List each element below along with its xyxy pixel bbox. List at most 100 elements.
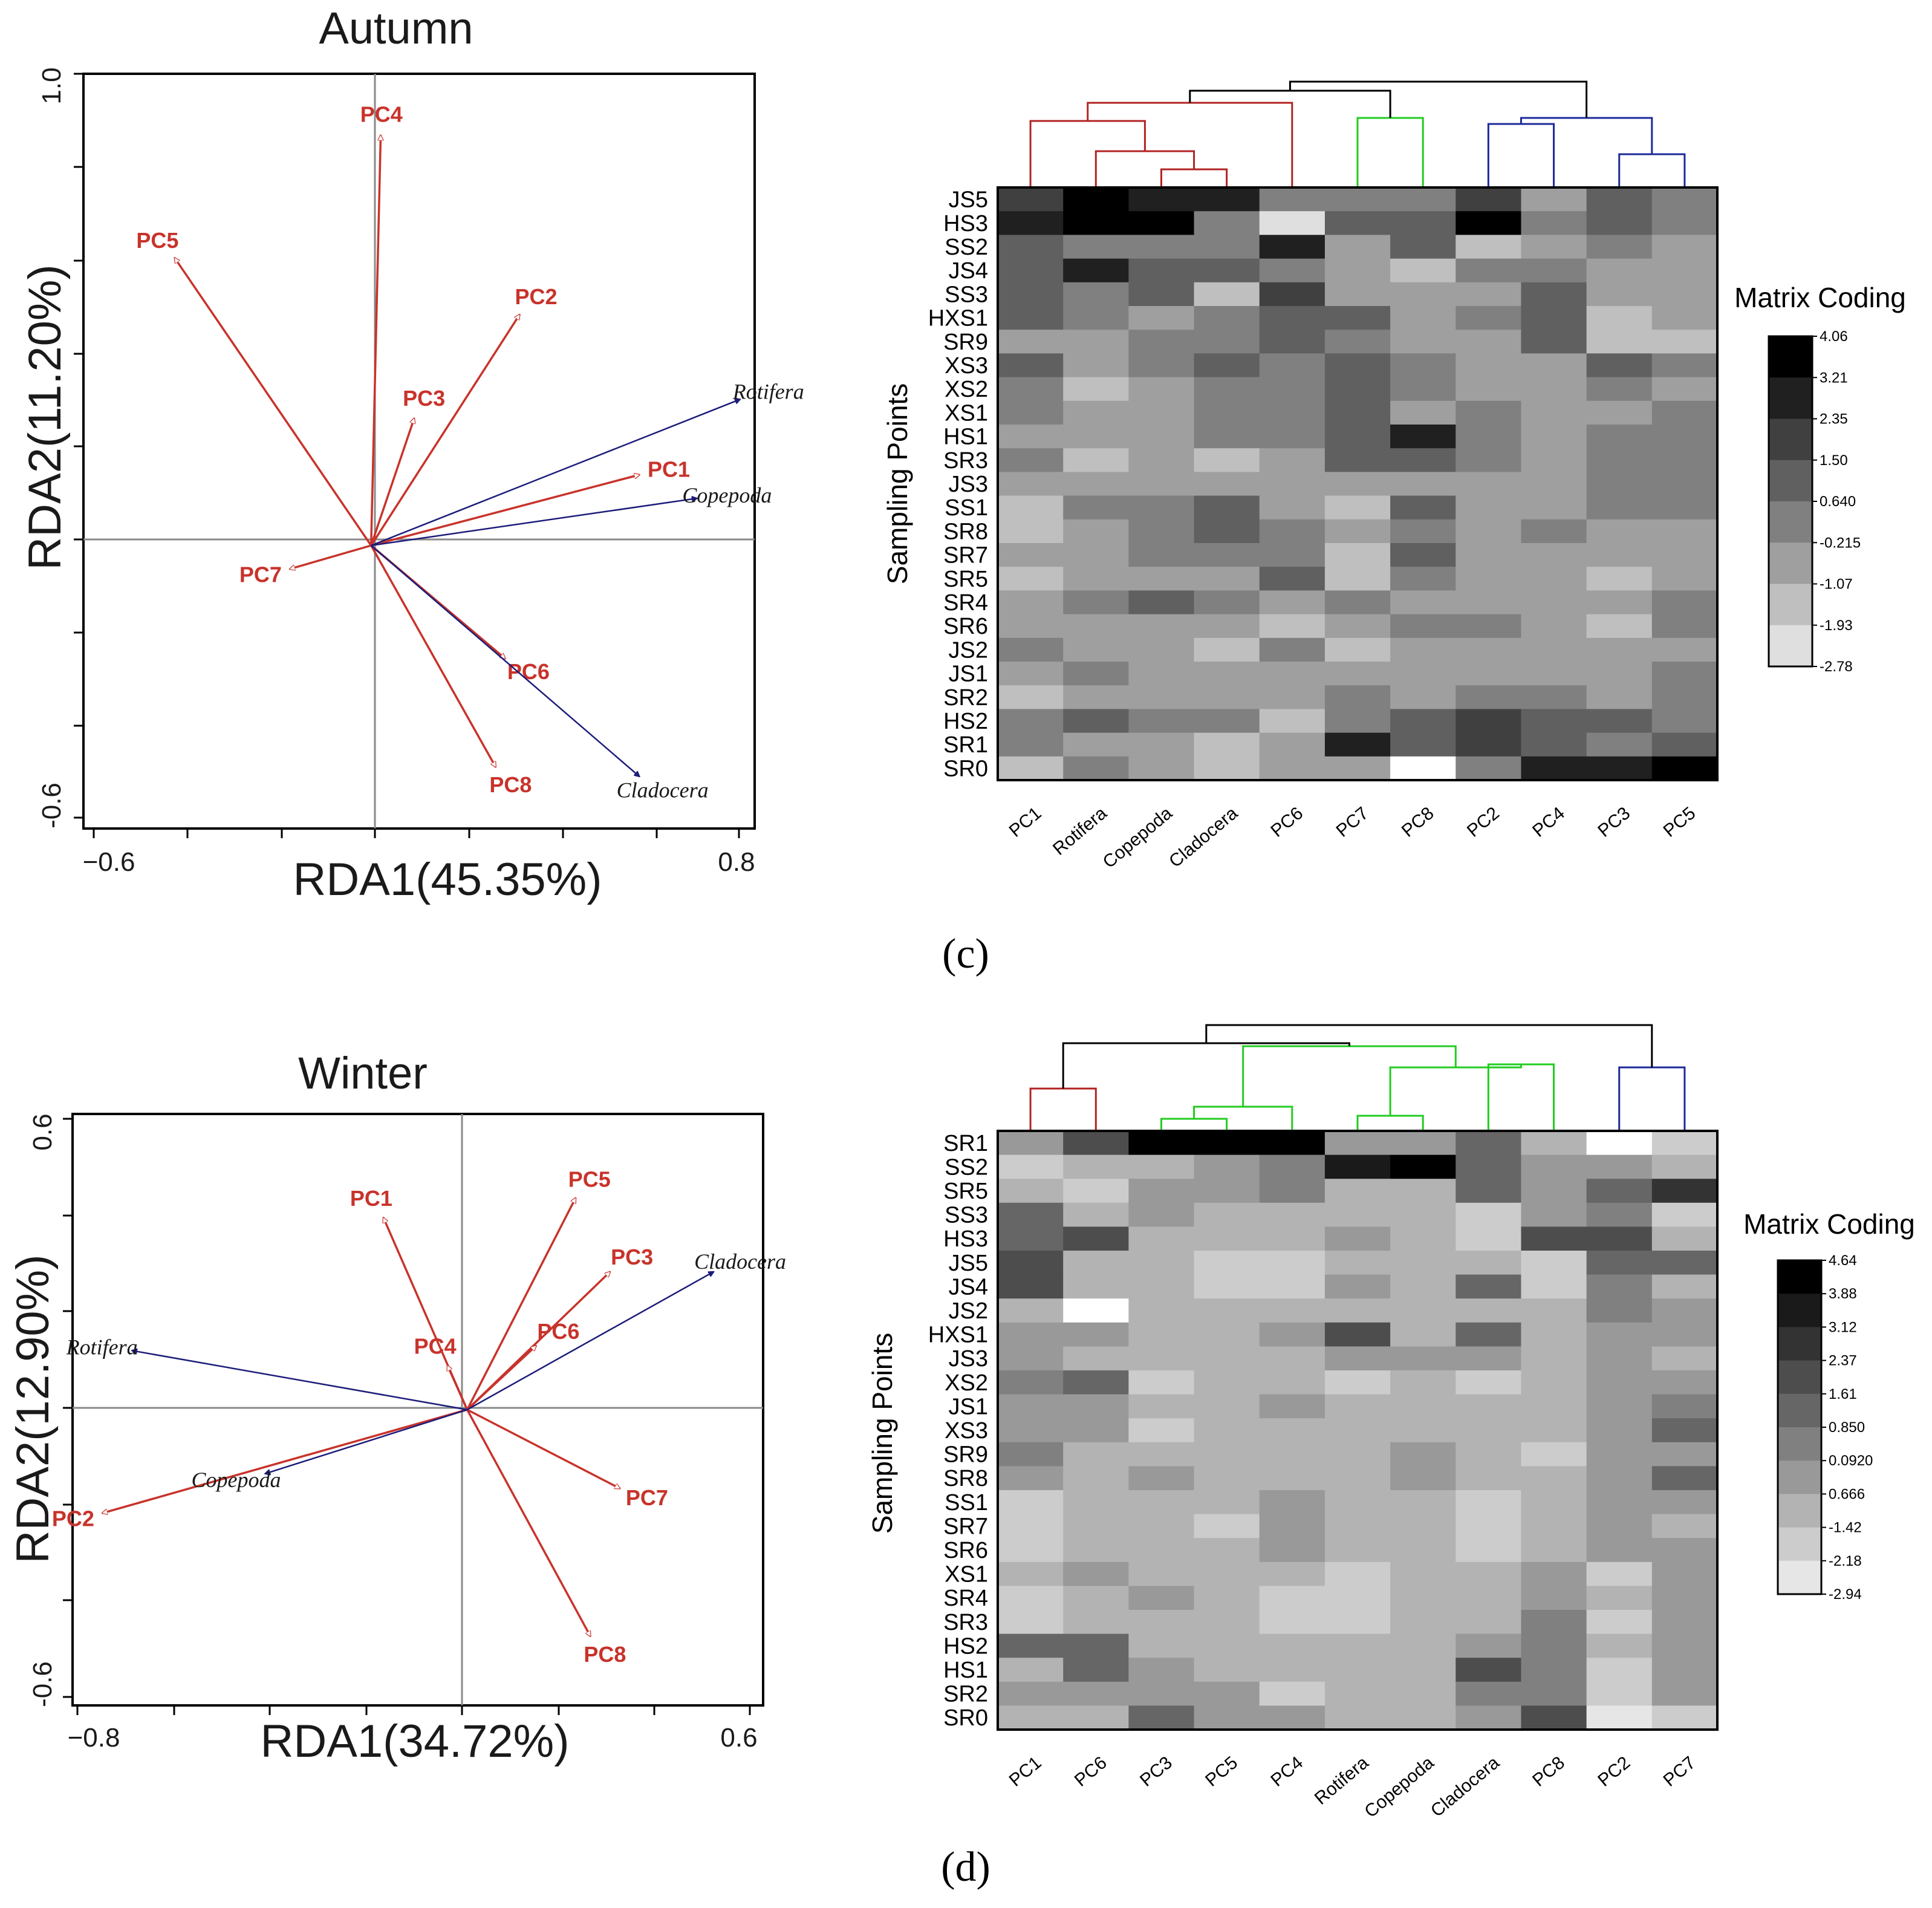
heatmap-d-cell-sr9-pc4 xyxy=(1259,1442,1325,1467)
heatmap-c-row-label: SR3 xyxy=(943,448,988,474)
winter-label-copepoda: Copepoda xyxy=(191,1468,281,1492)
heatmap-d-cell-ss1-pc8 xyxy=(1521,1490,1587,1515)
heatmap-c-legend: 4.06 3.21 2.35 1.50 0.640 -0.215 -1.07 -1.93 -2.… xyxy=(1768,328,1861,675)
heatmap-c-cell-hs3-copepoda xyxy=(1128,211,1195,235)
heatmap-c-cell-sr0-pc3 xyxy=(1586,756,1653,781)
heatmap-d-cell-sr9-pc8 xyxy=(1521,1442,1587,1467)
heatmap-c-cell-sr6-cladocera xyxy=(1194,614,1260,639)
heatmap-d-cell-ss3-pc7 xyxy=(1651,1202,1718,1227)
heatmap-d-cell-xs1-pc4 xyxy=(1259,1561,1325,1586)
heatmap-d-row-label: SR3 xyxy=(943,1610,988,1635)
heatmap-d-cell-hxs1-cladocera xyxy=(1456,1322,1522,1347)
heatmap-c-cell-sr9-pc1 xyxy=(998,330,1064,354)
heatmap-d-cell-hs3-pc8 xyxy=(1521,1226,1587,1251)
heatmap-c-cell-sr0-cladocera xyxy=(1194,756,1260,781)
heatmap-d-row-label: JS4 xyxy=(949,1274,988,1300)
heatmap-c-cell-ss3-pc3 xyxy=(1586,282,1653,307)
heatmap-c-cell-js1-pc3 xyxy=(1586,662,1653,686)
heatmap-c-cell-hs1-pc1 xyxy=(998,425,1064,449)
winter-ylabel: RDA2(12.90%) xyxy=(7,1254,59,1563)
heatmap-c-cell-js4-pc3 xyxy=(1586,258,1653,283)
heatmap-d-cell-sr1-pc5 xyxy=(1194,1131,1260,1156)
heatmap-c-cell-xs1-rotifera xyxy=(1063,400,1129,425)
heatmap-d-cell-sr3-copepoda xyxy=(1390,1610,1456,1635)
heatmap-c-cell-ss1-pc4 xyxy=(1521,495,1587,520)
autumn-label-pc7: PC7 xyxy=(239,562,282,587)
heatmap-d-col-label: PC2 xyxy=(1594,1753,1634,1791)
heatmap-c-cell-sr2-pc8 xyxy=(1390,685,1456,709)
heatmap-c-cell-sr5-pc8 xyxy=(1390,567,1456,591)
heatmap-c-cell-sr3-pc2 xyxy=(1456,448,1522,472)
heatmap-d-legend-swatch xyxy=(1778,1360,1821,1395)
heatmap-c-row-label: XS1 xyxy=(945,400,988,426)
heatmap-c-cell-sr1-pc5 xyxy=(1651,732,1718,757)
heatmap-c-cell-sr8-pc3 xyxy=(1586,519,1653,544)
heatmap-c-cell-sr4-pc3 xyxy=(1586,590,1653,615)
heatmap-d-cell-hs3-pc1 xyxy=(998,1226,1064,1251)
winter-ytick-top: 0.6 xyxy=(28,1113,57,1150)
heatmap-d-cell-sr3-pc3 xyxy=(1128,1610,1195,1635)
heatmap-c-cell-sr0-pc5 xyxy=(1651,756,1718,781)
heatmap-d-cell-sr3-pc4 xyxy=(1259,1610,1325,1635)
heatmap-d-cell-xs3-pc3 xyxy=(1128,1418,1195,1443)
heatmap-d-cell-js5-rotifera xyxy=(1324,1251,1391,1275)
heatmap-d-cell-xs1-pc7 xyxy=(1651,1561,1718,1586)
heatmap-c-cell-hs1-pc7 xyxy=(1324,425,1391,449)
heatmap-d-cell-sr0-pc6 xyxy=(1063,1705,1129,1730)
heatmap-d-cell-sr3-cladocera xyxy=(1456,1610,1522,1635)
heatmap-c-cell-hs1-pc6 xyxy=(1259,425,1325,449)
heatmap-c-cell-sr6-pc7 xyxy=(1324,614,1391,639)
winter-env-vector-pc5 xyxy=(466,1198,577,1410)
heatmap-c-cell-sr2-pc6 xyxy=(1259,685,1325,709)
heatmap-c-legend-tick: -0.215 xyxy=(1820,535,1861,551)
heatmap-d-cell-js3-copepoda xyxy=(1390,1346,1456,1371)
heatmap-d-cell-hs1-pc7 xyxy=(1651,1658,1718,1682)
heatmap-c-cell-js4-pc6 xyxy=(1259,258,1325,283)
heatmap-c-cell-sr0-pc1 xyxy=(998,756,1064,781)
heatmap-c-cell-sr7-rotifera xyxy=(1063,543,1129,567)
heatmap-d-cell-sr3-pc2 xyxy=(1586,1610,1653,1635)
heatmap-c-cell-js2-rotifera xyxy=(1063,637,1129,662)
heatmap-d-cell-hxs1-pc4 xyxy=(1259,1322,1325,1347)
heatmap-c-cell-js2-pc7 xyxy=(1324,637,1391,662)
heatmap-d-cell-js3-pc7 xyxy=(1651,1346,1718,1371)
heatmap-d-col-label: Rotifera xyxy=(1311,1753,1373,1809)
heatmap-c-cell-hxs1-pc1 xyxy=(998,306,1064,330)
heatmap-c-cell-sr3-cladocera xyxy=(1194,448,1260,472)
autumn-xlabel: RDA1(45.35%) xyxy=(293,854,602,905)
heatmap-c-cell-ss2-pc7 xyxy=(1324,235,1391,259)
heatmap-d-cell-js5-pc5 xyxy=(1194,1251,1260,1275)
heatmap-d-cell-hs2-pc5 xyxy=(1194,1633,1260,1658)
heatmap-c-cell-sr2-pc1 xyxy=(998,685,1064,709)
heatmap-c-cell-sr1-cladocera xyxy=(1194,732,1260,757)
heatmap-d-cell-ss1-pc5 xyxy=(1194,1490,1260,1515)
heatmap-d-row-label: SR0 xyxy=(943,1705,988,1731)
heatmap-d-legend-swatch xyxy=(1778,1560,1821,1595)
winter-label-pc4: PC4 xyxy=(414,1334,457,1359)
autumn-env-vector-pc4 xyxy=(369,135,381,546)
heatmap-d-cell-hs1-copepoda xyxy=(1390,1658,1456,1682)
heatmap-c-cell-js5-rotifera xyxy=(1063,187,1129,212)
heatmap-c-cell-hs3-rotifera xyxy=(1063,211,1129,235)
heatmap-c-cell-xs1-pc8 xyxy=(1390,400,1456,425)
heatmap-c-cell-js5-pc5 xyxy=(1651,187,1718,212)
autumn-species-vector-cladocera xyxy=(370,545,640,777)
heatmap-d-cell-js4-pc7 xyxy=(1651,1274,1718,1299)
heatmap-d-cell-sr8-copepoda xyxy=(1390,1466,1456,1491)
heatmap-c-cell-js5-pc8 xyxy=(1390,187,1456,212)
heatmap-d-cell-sr8-pc6 xyxy=(1063,1466,1129,1491)
heatmap-d-cell-hs3-pc6 xyxy=(1063,1226,1129,1251)
heatmap-c-cell-hs3-pc8 xyxy=(1390,211,1456,235)
heatmap-c-cell-hs1-pc2 xyxy=(1456,425,1522,449)
heatmap-d-cell-sr5-pc3 xyxy=(1128,1179,1195,1203)
heatmap-d-cell-sr6-pc7 xyxy=(1651,1538,1718,1563)
heatmap-d-cell-ss3-pc8 xyxy=(1521,1202,1587,1227)
heatmap-d-cell-js4-pc2 xyxy=(1586,1274,1653,1299)
heatmap-c-cell-sr5-copepoda xyxy=(1128,567,1195,591)
heatmap-c-cell-hs2-pc8 xyxy=(1390,709,1456,734)
heatmap-c-cell-sr2-pc5 xyxy=(1651,685,1718,709)
heatmap-c-cell-js1-cladocera xyxy=(1194,662,1260,686)
heatmap-c-row-label: XS3 xyxy=(945,353,988,379)
heatmap-d-cell-sr9-pc2 xyxy=(1586,1442,1653,1467)
